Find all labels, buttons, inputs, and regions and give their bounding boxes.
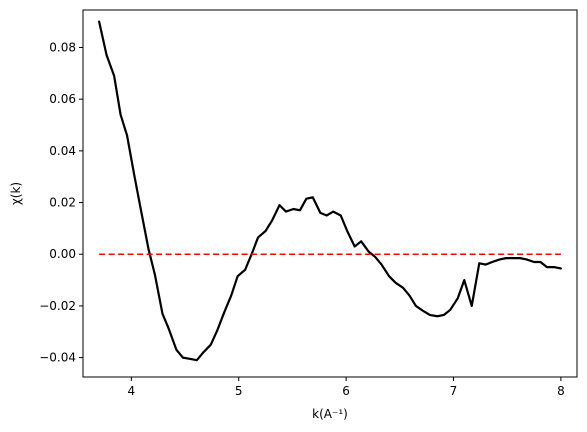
x-axis-label: k(A⁻¹): [312, 407, 348, 421]
y-axis-ticks: −0.04 −0.02 0.00 0.02 0.04 0.06 0.08: [39, 40, 83, 365]
axes-frame: [82, 9, 578, 378]
y-axis-label: χ(k): [9, 182, 23, 205]
chi-k-series-line: [98, 20, 562, 362]
y-tick-label: 0.00: [49, 247, 76, 261]
x-tick-label: 5: [235, 384, 243, 398]
x-tick-label: 6: [342, 384, 350, 398]
series-layer: [98, 20, 562, 362]
y-tick-label: −0.04: [39, 351, 76, 365]
x-tick-label: 4: [128, 384, 136, 398]
x-axis-ticks: 4 5 6 7 8: [128, 377, 565, 398]
x-tick-label: 8: [557, 384, 565, 398]
y-tick-label: −0.02: [39, 299, 76, 313]
x-tick-label: 7: [450, 384, 458, 398]
y-tick-label: 0.02: [49, 196, 76, 210]
y-tick-label: 0.06: [49, 92, 76, 106]
y-tick-label: 0.04: [49, 144, 76, 158]
y-tick-label: 0.08: [49, 40, 76, 54]
